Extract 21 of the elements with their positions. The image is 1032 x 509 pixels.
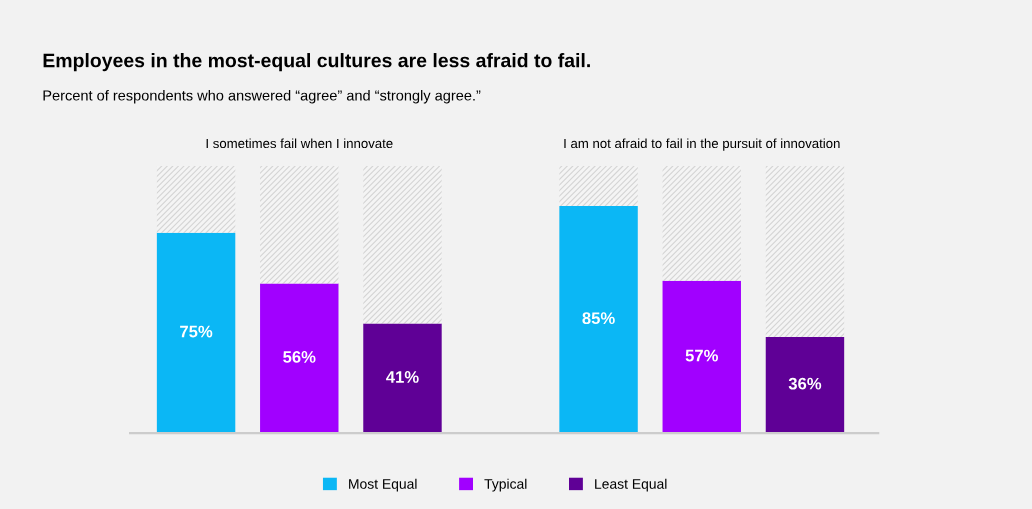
legend-label: Least Equal [595,478,667,492]
chart-subtitle: Percent of respondents who answered “agree” and “strongly agree.” [43,89,481,104]
legend-label: Typical [484,478,527,492]
data-label: 85% [582,312,615,325]
data-label: 41% [386,371,419,383]
bar [765,336,845,434]
legend-label: Most Equal [349,478,417,492]
bar [260,283,339,434]
data-label: 75% [180,325,213,338]
chart-title: Employees in the most-equal cultures are less afraid to fail. [43,53,590,72]
text: I sometimes fail when I innovate [206,138,393,149]
bar [662,165,741,281]
bar [559,206,638,434]
bar [156,232,236,434]
data-label: 36% [788,377,822,390]
text: I am not afraid to fail in the pursuit of innovation [564,138,840,151]
bar [260,165,339,284]
bar [662,280,741,434]
bar [363,323,442,434]
data-label: 57% [685,349,718,362]
data-label: 56% [283,351,316,363]
